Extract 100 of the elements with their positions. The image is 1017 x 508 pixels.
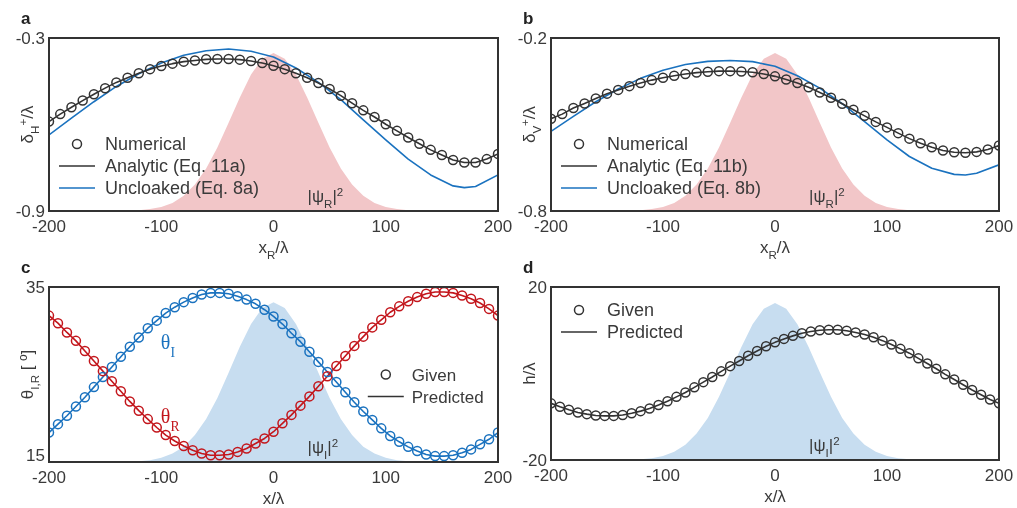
point <box>200 54 212 65</box>
point <box>438 450 450 462</box>
point <box>657 72 669 84</box>
point <box>848 104 859 116</box>
point <box>877 335 888 346</box>
point <box>601 88 613 99</box>
point <box>895 343 906 355</box>
point <box>367 322 378 333</box>
point <box>870 116 882 128</box>
x-tick-label: 100 <box>371 217 400 236</box>
point <box>626 408 637 419</box>
point <box>481 153 493 165</box>
x-tick-label: -200 <box>31 468 67 487</box>
point <box>447 287 459 299</box>
point <box>97 371 109 383</box>
point <box>698 376 709 388</box>
point <box>214 450 225 461</box>
point <box>205 287 216 299</box>
point <box>689 382 700 393</box>
point <box>982 144 994 155</box>
point <box>474 439 486 450</box>
point <box>411 291 423 303</box>
point <box>456 447 468 458</box>
point <box>436 149 448 161</box>
point <box>232 291 243 302</box>
point <box>380 118 391 130</box>
point <box>61 410 73 421</box>
point <box>313 77 324 89</box>
point <box>662 395 673 407</box>
point <box>79 345 91 357</box>
point <box>295 400 306 411</box>
x-tick-label: 0 <box>268 217 279 236</box>
point <box>913 353 924 364</box>
point <box>948 374 960 385</box>
x-tick-label: 0 <box>268 468 279 487</box>
point <box>635 405 646 417</box>
point <box>966 384 978 396</box>
point <box>304 346 315 358</box>
point <box>939 369 951 380</box>
point <box>868 331 879 343</box>
point <box>124 396 136 407</box>
point <box>369 111 380 123</box>
annotation: Predicted <box>411 387 484 407</box>
x-tick-label: -100 <box>144 217 179 236</box>
point <box>881 122 893 133</box>
x-tick-label: -100 <box>144 468 179 487</box>
point <box>324 83 335 95</box>
series-label: |ψ$_{I}$|$^{2}$ <box>307 437 339 461</box>
line-series <box>551 59 999 176</box>
point <box>796 328 808 339</box>
point <box>886 339 897 350</box>
series-label: |ψ$_{R}$|$^{2}$ <box>307 186 344 210</box>
point <box>61 327 73 338</box>
point <box>169 435 180 447</box>
point <box>420 288 432 299</box>
point <box>340 386 351 398</box>
point <box>984 394 996 405</box>
point <box>556 108 568 120</box>
point <box>367 414 378 426</box>
point <box>259 433 270 444</box>
point <box>384 307 396 318</box>
point <box>859 110 870 122</box>
point <box>653 399 664 411</box>
point <box>346 97 358 109</box>
point <box>608 410 619 422</box>
point <box>568 102 579 114</box>
point <box>223 449 234 460</box>
point <box>832 324 843 336</box>
point <box>957 379 969 390</box>
point <box>212 53 223 65</box>
point <box>169 301 180 313</box>
point <box>277 318 288 330</box>
point <box>931 363 942 374</box>
point <box>214 287 225 299</box>
x-tick-label: 100 <box>872 466 902 485</box>
y-tick-label: 20 <box>528 278 547 297</box>
x-tick-label: -100 <box>645 466 681 485</box>
series-label: θ$_{I}$ <box>160 331 176 360</box>
point <box>420 449 432 460</box>
point <box>268 311 279 322</box>
point <box>474 297 486 309</box>
x-tick-label: 0 <box>770 466 780 485</box>
point <box>742 350 754 362</box>
x-tick-label: 0 <box>770 217 780 236</box>
point <box>349 340 360 352</box>
point <box>196 448 207 459</box>
point <box>429 450 441 462</box>
x-tick-label: 200 <box>984 466 1014 485</box>
point <box>88 381 100 393</box>
point <box>111 77 122 88</box>
point <box>234 54 246 65</box>
point <box>124 341 136 352</box>
point <box>133 332 145 343</box>
point <box>349 397 360 408</box>
chart-title: b <box>523 9 534 28</box>
point <box>106 361 118 373</box>
point <box>780 74 792 85</box>
point <box>859 329 870 340</box>
point <box>358 406 369 417</box>
point <box>115 351 127 363</box>
